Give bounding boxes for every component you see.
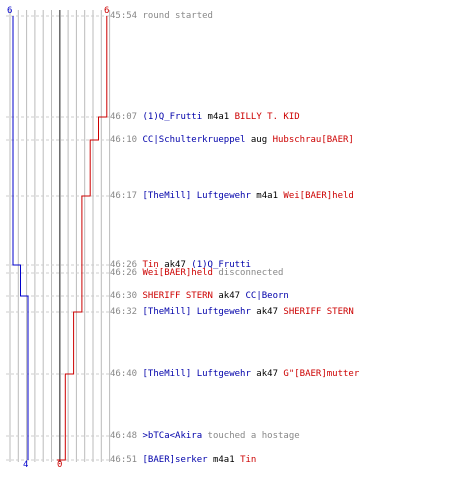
event-row: 46:17 [TheMill] Luftgewehr m4a1 Wei[BAER… [110, 191, 354, 201]
player-name: CC|Beorn [245, 291, 289, 301]
player-name: Hubschrau[BAER] [272, 135, 354, 145]
player-name: CC|Schulterkrueppel [142, 135, 246, 145]
event-row: 46:07 (1)Q_Frutti m4a1 BILLY T. KID [110, 112, 300, 122]
event-time: 46:17 [110, 191, 143, 201]
event-time: 46:26 [110, 268, 143, 278]
red-team-alive-line [57, 16, 108, 461]
player-name: [TheMill] Luftgewehr [142, 307, 251, 317]
player-name: >bTCa<Akira [142, 431, 203, 441]
event-row: 46:40 [TheMill] Luftgewehr ak47 G"[BAER]… [110, 369, 359, 379]
weapon-label: ak47 [212, 291, 246, 301]
weapon-label: m4a1 [202, 112, 235, 122]
player-name: [BAER]serker [142, 455, 208, 465]
event-time: 46:10 [110, 135, 143, 145]
event-row: 46:48 >bTCa<Akira touched a hostage [110, 431, 300, 441]
red-team-start-count: 6 [104, 6, 110, 16]
event-time: 46:40 [110, 369, 143, 379]
event-time: 46:48 [110, 431, 143, 441]
event-time: 46:07 [110, 112, 143, 122]
blue-team-start-count: 6 [7, 6, 13, 16]
player-name: BILLY T. KID [234, 112, 300, 122]
player-name: Wei[BAER]held [283, 191, 354, 201]
player-name: Wei[BAER]held [142, 268, 213, 278]
event-row: 46:51 [BAER]serker m4a1 Tin [110, 455, 256, 465]
event-row: 46:32 [TheMill] Luftgewehr ak47 SHERIFF … [110, 307, 354, 317]
event-time: 46:32 [110, 307, 143, 317]
event-time: 46:30 [110, 291, 143, 301]
player-name: (1)Q_Frutti [142, 112, 203, 122]
player-name: SHERIFF STERN [142, 291, 213, 301]
blue-team-end-count: 4 [23, 460, 29, 470]
player-name: [TheMill] Luftgewehr [142, 369, 251, 379]
weapon-label: aug [245, 135, 273, 145]
event-time: 46:26 [110, 260, 143, 270]
player-name: [TheMill] Luftgewehr [142, 191, 251, 201]
weapon-label: ak47 [158, 260, 192, 270]
player-name: G"[BAER]mutter [283, 369, 360, 379]
event-row: 45:54 round started [110, 11, 213, 21]
blue-team-alive-line [12, 16, 29, 460]
event-row: 46:10 CC|Schulterkrueppel aug Hubschrau[… [110, 135, 354, 145]
player-name: Tin [240, 455, 257, 465]
event-text: touched a hostage [202, 431, 300, 441]
event-time: 45:54 [110, 11, 143, 21]
event-row: 46:26 Tin ak47 (1)Q_Frutti [110, 260, 251, 270]
event-time: 46:51 [110, 455, 143, 465]
player-name: (1)Q_Frutti [191, 260, 251, 270]
weapon-label: ak47 [250, 369, 284, 379]
red-team-end-count: 0 [57, 460, 63, 470]
player-name: Tin [142, 260, 159, 270]
weapon-label: m4a1 [250, 191, 284, 201]
event-row: 46:26 Wei[BAER]held disconnected [110, 268, 283, 278]
weapon-label: ak47 [250, 307, 284, 317]
weapon-label: m4a1 [207, 455, 241, 465]
player-name: SHERIFF STERN [283, 307, 354, 317]
event-text: round started [142, 11, 213, 21]
event-text: disconnected [212, 268, 284, 278]
event-row: 46:30 SHERIFF STERN ak47 CC|Beorn [110, 291, 289, 301]
